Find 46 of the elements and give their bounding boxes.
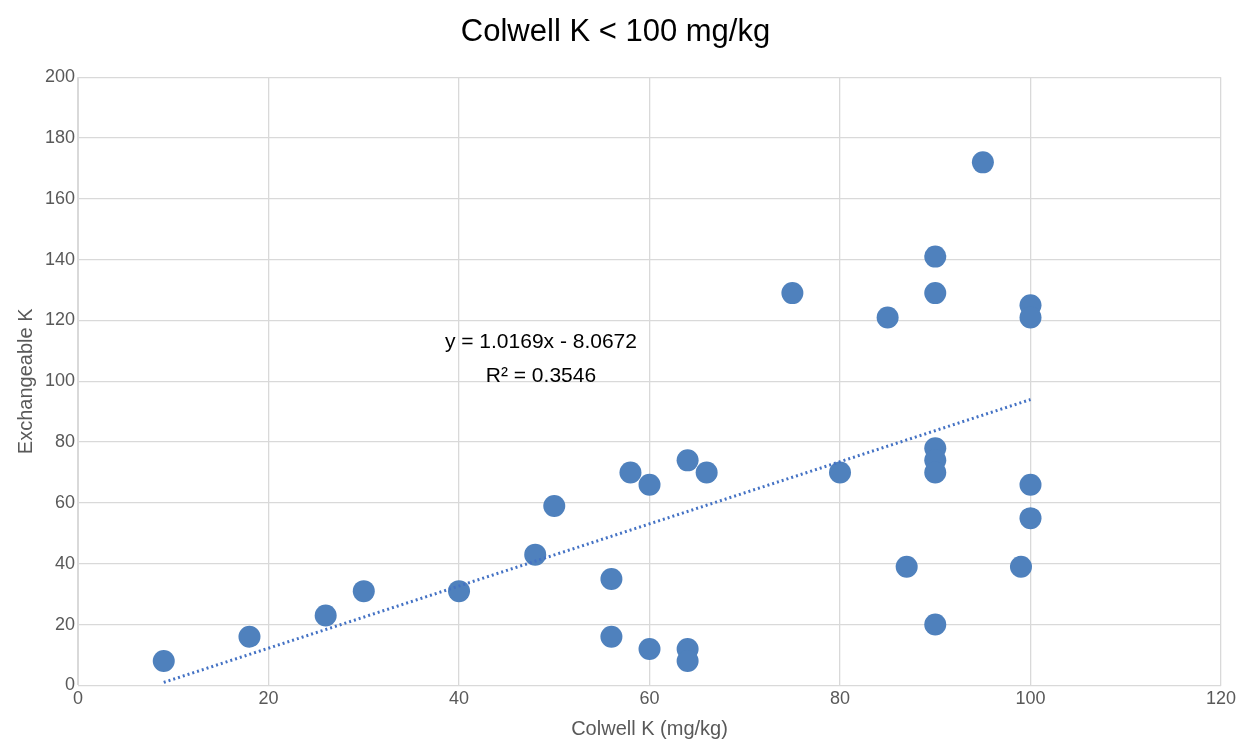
point	[619, 461, 642, 484]
point	[676, 449, 699, 472]
point	[638, 637, 661, 660]
point	[695, 461, 718, 484]
point	[448, 580, 471, 603]
x-tick-label: 80	[830, 688, 851, 709]
annotation: R² = 0.3546	[485, 362, 597, 386]
x-tick-label: 20	[258, 688, 279, 709]
y-tick-label: 100	[44, 370, 76, 391]
y-tick-label: 140	[44, 248, 76, 269]
y-tick-label: 200	[44, 66, 76, 87]
y-axis-title: Exchangeable K	[13, 307, 36, 455]
point	[152, 650, 175, 673]
point	[924, 613, 947, 636]
y-tick-label: 160	[44, 187, 76, 208]
point	[600, 625, 623, 648]
y-tick-label: 120	[44, 309, 76, 330]
point	[543, 494, 566, 517]
point	[876, 306, 899, 329]
point	[829, 461, 852, 484]
point	[1019, 507, 1042, 530]
y-tick-label: 80	[55, 431, 76, 452]
point	[638, 473, 661, 496]
y-tick-label: 180	[44, 126, 76, 147]
point	[314, 604, 337, 627]
x-tick-label: 40	[449, 688, 470, 709]
x-tick-label: 120	[1205, 688, 1237, 709]
point	[1019, 473, 1042, 496]
point	[238, 625, 261, 648]
point	[971, 151, 994, 174]
point	[924, 282, 947, 305]
point	[781, 282, 804, 305]
point	[924, 245, 947, 268]
chart-title: Colwell K < 100 mg/kg	[460, 13, 771, 49]
x-tick-label: 100	[1015, 688, 1046, 709]
x-tick-label: 60	[639, 688, 660, 709]
point	[600, 567, 623, 590]
y-tick-label: 20	[55, 613, 76, 634]
y-tick-label: 60	[55, 491, 76, 512]
y-tick-label: 40	[55, 552, 76, 573]
annotation: y = 1.0169x - 8.0672	[444, 328, 637, 352]
point	[524, 543, 547, 566]
point	[1009, 555, 1032, 578]
point	[352, 580, 375, 603]
point	[895, 555, 918, 578]
x-axis-title: Colwell K (mg/kg)	[571, 716, 728, 739]
